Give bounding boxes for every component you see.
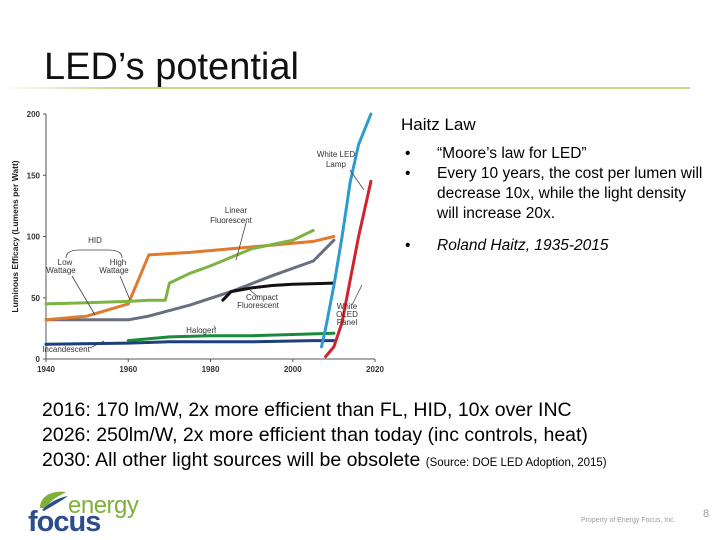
bullet-dot: • xyxy=(405,165,411,182)
stat-line: 2030: All other light sources will be ob… xyxy=(42,448,712,476)
chart-annotation: Panel xyxy=(337,318,358,327)
property-notice: Property of Energy Focus, Inc. xyxy=(581,517,676,524)
logo-word-focus: focus xyxy=(28,506,101,538)
efficacy-chart: 0 50 100 150 200 1940 1960 1980 2000 2020 Luminous… xyxy=(0,100,395,380)
y-tick-label: 0 xyxy=(36,355,41,364)
stat-line: 2016: 170 lm/W, 2x more efficient than F… xyxy=(42,398,712,423)
annotation-leader xyxy=(119,275,131,301)
efficacy-chart-svg: 0 50 100 150 200 1940 1960 1980 2000 2020 Luminous… xyxy=(10,110,384,374)
logo-leaf-icon xyxy=(40,491,68,511)
slide-title: LED’s potential xyxy=(44,46,299,88)
page-number: 8 xyxy=(703,508,710,520)
stat-text: 2016: 170 lm/W, 2x more efficient than F… xyxy=(42,399,572,421)
chart-annotation: Lamp xyxy=(326,160,347,169)
bullet-text: Every 10 years, the cost per lumen will … xyxy=(437,165,703,222)
chart-annotation: Compact xyxy=(246,293,279,302)
series-line xyxy=(221,281,336,302)
chart-annotation: OLED xyxy=(336,310,358,319)
annotation-leader xyxy=(249,289,259,298)
x-tick-label: 2000 xyxy=(284,365,302,374)
stats-section: 2016: 170 lm/W, 2x more efficient than F… xyxy=(42,398,712,476)
series-line xyxy=(126,331,336,343)
x-tick-label: 2020 xyxy=(366,365,384,374)
stat-line: 2026: 250lm/W, 2x more efficient than to… xyxy=(42,423,712,448)
haitz-law-section: Haitz Law • “Moore’s law for LED” • Ever… xyxy=(401,114,706,256)
chart-annotation: Wattage xyxy=(99,266,129,275)
x-tick-label: 1940 xyxy=(37,365,55,374)
haitz-heading: Haitz Law xyxy=(401,115,476,134)
x-tick-label: 1980 xyxy=(202,365,220,374)
y-tick-label: 100 xyxy=(27,233,41,242)
chart-annotation: Halogen xyxy=(186,326,216,335)
chart-annotation: Linear xyxy=(225,206,248,215)
y-tick-label: 50 xyxy=(31,294,40,303)
series-line xyxy=(320,112,373,349)
series-line xyxy=(44,235,336,322)
series-line xyxy=(44,238,336,322)
source-citation: (Source: DOE LED Adoption, 2015) xyxy=(425,457,607,469)
chart-annotation: White xyxy=(337,302,358,311)
chart-annotation: Incandescent xyxy=(42,345,90,354)
annotation-leader xyxy=(89,340,105,349)
title-divider xyxy=(0,87,690,89)
stat-text: 2030: All other light sources will be ob… xyxy=(42,449,426,471)
bullet-item: • Roland Haitz, 1935-2015 xyxy=(401,236,706,256)
bullet-text: Roland Haitz, 1935-2015 xyxy=(437,237,609,254)
bullet-dot: • xyxy=(405,145,411,162)
annotation-leader xyxy=(351,284,363,306)
series-line xyxy=(44,339,336,346)
bullet-dot: • xyxy=(405,237,411,254)
hid-bracket xyxy=(65,249,123,259)
series-line xyxy=(44,228,315,306)
y-tick-label: 150 xyxy=(27,171,41,180)
bullet-item: • Every 10 years, the cost per lumen wil… xyxy=(401,164,706,224)
chart-annotation: High xyxy=(110,258,126,267)
x-tick-label: 1960 xyxy=(119,365,137,374)
y-tick-label: 200 xyxy=(27,110,41,119)
chart-annotation: Wattage xyxy=(46,266,76,275)
chart-annotation: HID xyxy=(88,236,102,245)
logo-word-energy: energy xyxy=(68,492,139,519)
stat-text: 2026: 250lm/W, 2x more efficient than to… xyxy=(42,424,588,446)
chart-annotation: Fluorescent xyxy=(210,216,253,225)
bullet-text: “Moore’s law for LED” xyxy=(437,145,587,162)
chart-annotation: Fluorescent xyxy=(237,301,280,310)
annotation-leader xyxy=(71,275,96,316)
series-line xyxy=(324,179,373,359)
annotation-leader xyxy=(349,169,365,191)
bullet-item: • “Moore’s law for LED” xyxy=(401,144,706,164)
y-axis-label: Luminous Efficacy (Lumens per Watt) xyxy=(10,160,20,312)
chart-annotation: White LED xyxy=(317,150,355,159)
annotation-leader xyxy=(235,222,247,261)
annotation-leader xyxy=(213,325,217,330)
chart-annotation: Low xyxy=(58,258,73,267)
energy-focus-logo: energy focus xyxy=(28,488,139,538)
